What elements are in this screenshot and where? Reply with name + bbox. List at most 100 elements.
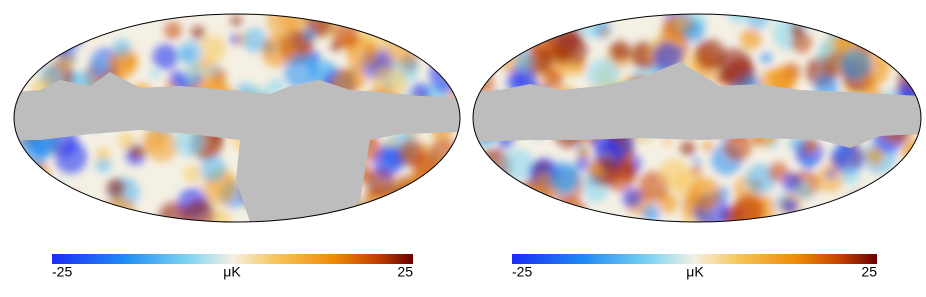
texture <box>168 70 188 90</box>
texture <box>242 28 267 53</box>
texture <box>398 16 415 33</box>
texture <box>554 197 588 222</box>
texture <box>261 34 294 68</box>
texture <box>417 177 453 213</box>
texture <box>816 165 844 193</box>
texture <box>84 203 109 222</box>
colorbar <box>512 254 877 264</box>
sky-map <box>473 14 921 222</box>
texture <box>14 50 32 72</box>
texture <box>540 14 560 30</box>
texture <box>560 60 579 78</box>
texture <box>369 210 382 222</box>
texture <box>740 28 762 50</box>
texture <box>229 34 240 45</box>
texture <box>682 21 704 43</box>
texture <box>206 65 219 78</box>
texture <box>31 17 43 29</box>
texture <box>96 14 110 27</box>
texture <box>90 14 112 31</box>
texture <box>341 14 359 28</box>
texture <box>500 180 517 198</box>
texture <box>14 197 21 214</box>
texture <box>909 175 921 187</box>
texture <box>760 51 773 65</box>
texture <box>90 54 112 75</box>
texture <box>731 197 764 222</box>
texture <box>184 198 216 222</box>
texture <box>514 52 533 72</box>
texture <box>398 29 416 47</box>
texture <box>823 207 849 222</box>
colorbar-label: μK <box>223 264 241 280</box>
colorbar-tick-label: -25 <box>512 264 532 280</box>
texture <box>687 177 721 211</box>
texture <box>503 197 529 222</box>
texture <box>801 157 815 170</box>
texture <box>193 75 203 84</box>
texture <box>864 190 882 208</box>
texture <box>428 14 459 34</box>
texture <box>71 14 93 36</box>
texture <box>531 209 543 220</box>
texture <box>641 204 661 222</box>
texture <box>266 14 300 38</box>
texture <box>102 196 137 222</box>
texture <box>566 14 577 23</box>
texture <box>152 43 179 70</box>
texture <box>586 160 603 178</box>
texture <box>413 193 432 213</box>
texture <box>385 137 397 149</box>
texture <box>893 178 903 189</box>
texture <box>64 20 73 29</box>
texture <box>388 14 419 38</box>
texture <box>429 56 460 93</box>
texture <box>24 55 38 69</box>
map-outline <box>13 13 461 223</box>
texture <box>902 50 921 83</box>
texture <box>149 69 160 80</box>
colorbar-tick-label: 25 <box>397 264 413 280</box>
texture <box>692 157 701 166</box>
texture <box>137 146 149 157</box>
texture <box>745 163 776 194</box>
texture <box>210 208 232 222</box>
texture <box>904 28 913 37</box>
texture <box>863 33 879 48</box>
texture <box>95 146 111 162</box>
colorbar-tick-label: -25 <box>52 264 72 280</box>
texture <box>844 198 864 219</box>
texture <box>804 138 819 152</box>
texture <box>14 35 42 65</box>
colorbar <box>52 254 413 264</box>
texture <box>230 15 242 27</box>
texture <box>504 14 537 38</box>
texture <box>912 186 921 195</box>
texture <box>107 51 137 80</box>
texture <box>14 156 22 176</box>
texture <box>896 173 921 206</box>
texture <box>199 35 227 62</box>
texture <box>55 191 83 219</box>
texture <box>782 198 799 215</box>
texture <box>21 160 50 188</box>
texture <box>436 20 447 31</box>
texture <box>865 147 885 166</box>
texture <box>101 207 113 219</box>
texture <box>19 183 31 195</box>
texture <box>164 21 182 40</box>
texture <box>541 69 564 91</box>
texture <box>488 170 502 184</box>
texture <box>906 48 921 64</box>
texture <box>33 14 59 27</box>
texture <box>283 55 319 90</box>
map-outline <box>472 13 922 223</box>
texture <box>702 140 714 152</box>
texture <box>679 140 696 157</box>
texture <box>117 132 136 151</box>
texture <box>421 176 433 188</box>
texture <box>446 43 460 70</box>
texture <box>577 147 590 160</box>
texture <box>14 54 21 64</box>
